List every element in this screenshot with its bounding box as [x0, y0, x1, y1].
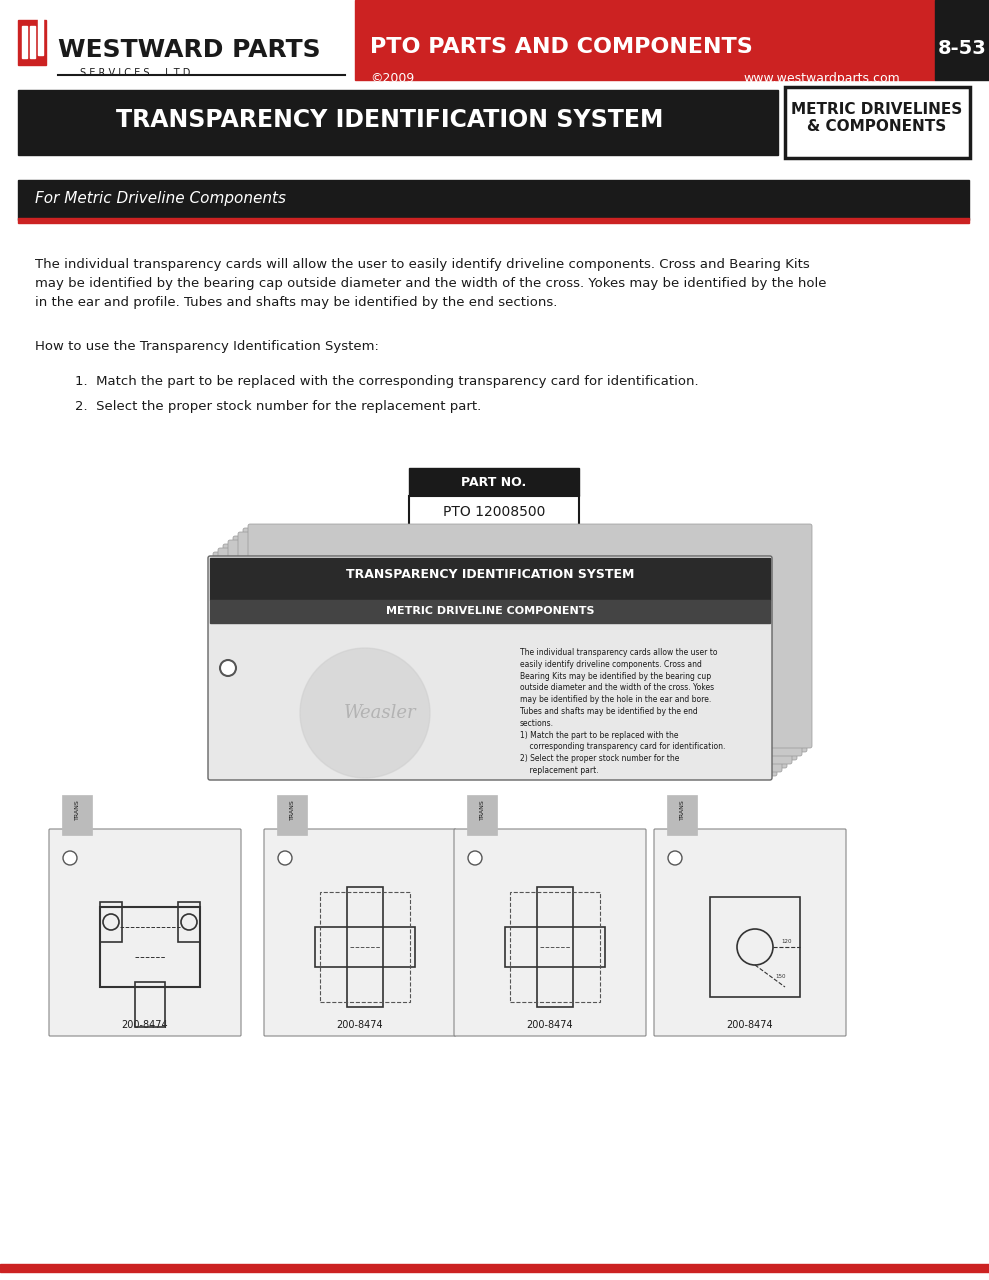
- Bar: [409, 495, 579, 527]
- Bar: [18, 90, 778, 155]
- Bar: [0, 1265, 989, 1272]
- Bar: [62, 795, 92, 835]
- Bar: [785, 87, 970, 157]
- FancyBboxPatch shape: [264, 829, 456, 1036]
- Circle shape: [220, 660, 236, 676]
- Bar: [210, 558, 770, 600]
- Bar: [18, 218, 969, 223]
- Bar: [355, 0, 935, 79]
- Text: WESTWARD PARTS: WESTWARD PARTS: [58, 38, 320, 61]
- Text: 1.  Match the part to be replaced with the corresponding transparency card for i: 1. Match the part to be replaced with th…: [75, 375, 698, 388]
- Bar: [667, 795, 697, 835]
- Text: TRANSPARENCY IDENTIFICATION SYSTEM: TRANSPARENCY IDENTIFICATION SYSTEM: [117, 108, 664, 132]
- FancyBboxPatch shape: [238, 532, 802, 756]
- Text: METRIC DRIVELINES
& COMPONENTS: METRIC DRIVELINES & COMPONENTS: [791, 102, 962, 134]
- Text: PART NO.: PART NO.: [462, 475, 526, 489]
- FancyBboxPatch shape: [243, 527, 807, 751]
- Bar: [347, 887, 383, 1007]
- Text: www.westwardparts.com: www.westwardparts.com: [744, 72, 900, 84]
- Text: The individual transparency cards will allow the user to easily identify driveli: The individual transparency cards will a…: [35, 259, 827, 308]
- Bar: [320, 892, 410, 1002]
- Bar: [315, 927, 415, 966]
- FancyBboxPatch shape: [208, 556, 772, 780]
- Bar: [505, 927, 605, 966]
- Text: 8-53: 8-53: [938, 38, 986, 58]
- FancyBboxPatch shape: [49, 829, 241, 1036]
- Circle shape: [668, 851, 682, 865]
- Bar: [38, 17, 43, 55]
- Text: PTO PARTS AND COMPONENTS: PTO PARTS AND COMPONENTS: [370, 37, 753, 58]
- Text: 150: 150: [775, 974, 785, 979]
- Text: 200-8474: 200-8474: [336, 1020, 384, 1030]
- Text: Weasler: Weasler: [344, 704, 416, 722]
- Bar: [22, 26, 27, 58]
- Text: TRANS: TRANS: [290, 800, 295, 820]
- FancyBboxPatch shape: [233, 536, 797, 760]
- Bar: [409, 468, 579, 495]
- Bar: [510, 892, 600, 1002]
- Text: 200-8474: 200-8474: [527, 1020, 574, 1030]
- Bar: [467, 795, 497, 835]
- FancyBboxPatch shape: [228, 540, 792, 764]
- Text: TRANS: TRANS: [480, 800, 485, 820]
- FancyBboxPatch shape: [454, 829, 646, 1036]
- Bar: [30, 26, 35, 58]
- Bar: [537, 887, 573, 1007]
- Text: The individual transparency cards allow the user to
easily identify driveline co: The individual transparency cards allow …: [520, 648, 725, 774]
- Bar: [710, 897, 800, 997]
- Circle shape: [63, 851, 77, 865]
- Text: TRANS: TRANS: [679, 800, 684, 820]
- Circle shape: [468, 851, 482, 865]
- Bar: [0, 0, 355, 79]
- Bar: [935, 0, 989, 79]
- FancyBboxPatch shape: [248, 524, 812, 748]
- Bar: [18, 180, 969, 220]
- Text: 2.  Select the proper stock number for the replacement part.: 2. Select the proper stock number for th…: [75, 399, 482, 413]
- Bar: [785, 87, 970, 157]
- Circle shape: [300, 648, 430, 778]
- Text: ©2009: ©2009: [370, 72, 414, 84]
- Bar: [409, 495, 579, 527]
- Text: For Metric Driveline Components: For Metric Driveline Components: [35, 191, 286, 206]
- FancyBboxPatch shape: [213, 552, 777, 776]
- Text: 200-8474: 200-8474: [727, 1020, 773, 1030]
- Text: TRANSPARENCY IDENTIFICATION SYSTEM: TRANSPARENCY IDENTIFICATION SYSTEM: [346, 567, 634, 581]
- Bar: [210, 600, 770, 623]
- Text: METRIC DRIVELINE COMPONENTS: METRIC DRIVELINE COMPONENTS: [386, 605, 594, 616]
- Text: How to use the Transparency Identification System:: How to use the Transparency Identificati…: [35, 340, 379, 353]
- Text: TRANS: TRANS: [74, 800, 79, 820]
- Circle shape: [278, 851, 292, 865]
- Text: 200-8474: 200-8474: [122, 1020, 168, 1030]
- FancyBboxPatch shape: [223, 544, 787, 768]
- FancyBboxPatch shape: [218, 548, 782, 772]
- Bar: [18, 20, 46, 65]
- Text: 120: 120: [781, 940, 792, 945]
- Text: PTO 12008500: PTO 12008500: [443, 506, 545, 518]
- Text: S E R V I C E S     L T D: S E R V I C E S L T D: [80, 68, 190, 78]
- Bar: [100, 908, 200, 987]
- FancyBboxPatch shape: [654, 829, 846, 1036]
- Bar: [277, 795, 307, 835]
- Bar: [135, 982, 165, 1027]
- Bar: [178, 902, 200, 942]
- Bar: [100, 902, 122, 942]
